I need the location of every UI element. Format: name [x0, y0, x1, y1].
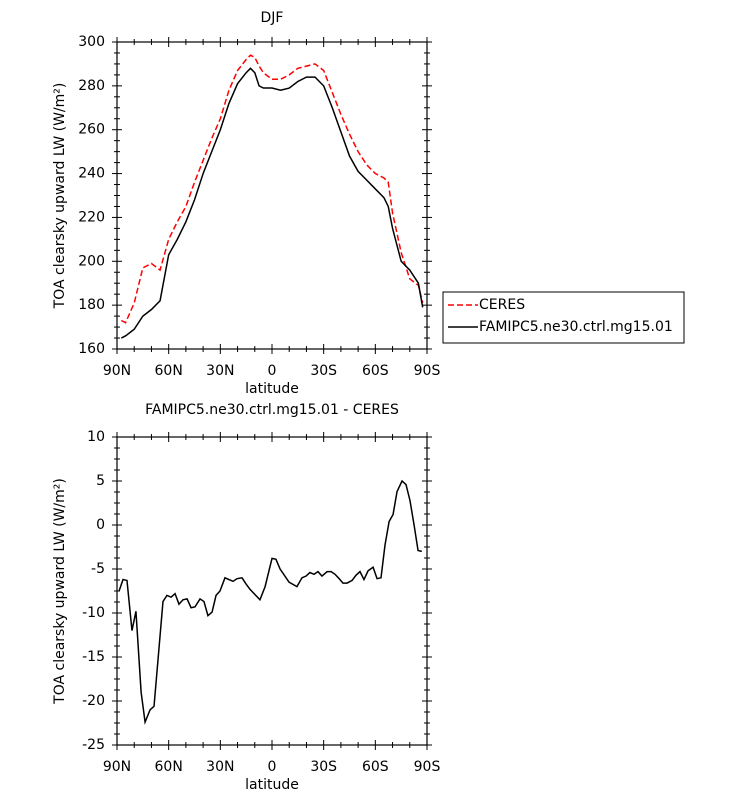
- chart-title: DJF: [261, 10, 284, 26]
- x-axis-label: latitude: [245, 381, 299, 397]
- y-tick-label: 280: [78, 78, 105, 94]
- y-tick-label: 220: [78, 209, 105, 225]
- y-tick-label: 180: [78, 297, 105, 313]
- x-tick-label: 30N: [206, 759, 234, 775]
- y-tick-label: 0: [96, 517, 105, 533]
- x-tick-label: 90S: [414, 759, 441, 775]
- chart-title: FAMIPC5.ne30.ctrl.mg15.01 - CERES: [145, 402, 399, 418]
- legend-box: [442, 291, 685, 344]
- y-tick-label: -25: [82, 737, 105, 753]
- x-tick-label: 30S: [310, 759, 337, 775]
- x-tick-label: 90N: [103, 759, 131, 775]
- y-tick-label: -20: [82, 693, 105, 709]
- y-tick-label: -5: [91, 561, 105, 577]
- y-tick-label: -15: [82, 649, 105, 665]
- y-tick-label: 200: [78, 253, 105, 269]
- data-line: [120, 67, 424, 339]
- legend-label: CERES: [479, 297, 525, 313]
- y-axis-label: TOA clearsky upward LW (W/m²): [52, 83, 68, 310]
- x-tick-label: 60N: [155, 363, 183, 379]
- x-tick-label: 0: [268, 759, 277, 775]
- legend-label: FAMIPC5.ne30.ctrl.mg15.01: [479, 319, 673, 335]
- y-tick-label: 10: [87, 429, 105, 445]
- x-axis-label: latitude: [245, 777, 299, 793]
- y-axis-label: TOA clearsky upward LW (W/m²): [52, 478, 68, 705]
- data-line: [118, 479, 423, 726]
- x-tick-label: 90S: [414, 363, 441, 379]
- x-tick-label: 30N: [206, 363, 234, 379]
- y-tick-label: -10: [82, 605, 105, 621]
- y-tick-label: 160: [78, 341, 105, 357]
- x-tick-label: 60S: [362, 363, 389, 379]
- x-tick-label: 60N: [155, 759, 183, 775]
- y-tick-label: 5: [96, 473, 105, 489]
- x-tick-label: 30S: [310, 363, 337, 379]
- x-tick-label: 90N: [103, 363, 131, 379]
- y-tick-label: 260: [78, 122, 105, 138]
- data-line: [120, 54, 424, 324]
- plot-frame: [116, 436, 428, 746]
- x-tick-label: 60S: [362, 759, 389, 775]
- x-tick-label: 0: [268, 363, 277, 379]
- y-tick-label: 300: [78, 34, 105, 50]
- y-tick-label: 240: [78, 166, 105, 182]
